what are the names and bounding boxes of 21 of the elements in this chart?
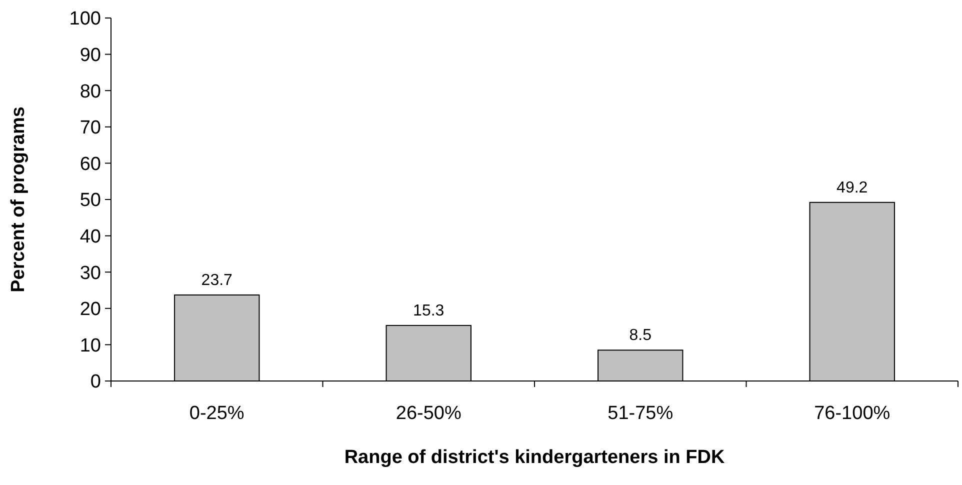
x-tick-label: 0-25% <box>189 403 244 424</box>
x-axis-title: Range of district's kindergarteners in FDK <box>344 447 725 468</box>
y-tick-label: 20 <box>80 299 101 320</box>
x-tick-label: 76-100% <box>814 403 890 424</box>
y-tick-label: 90 <box>80 44 101 66</box>
y-tick-label: 60 <box>80 154 101 175</box>
y-axis-title: Percent of programs <box>8 106 29 292</box>
y-tick-label: 80 <box>80 81 101 102</box>
data-label: 23.7 <box>201 272 233 289</box>
y-tick-label: 40 <box>80 226 101 248</box>
y-tick-label: 70 <box>80 118 101 139</box>
y-tick-label: 30 <box>80 262 101 284</box>
y-tick-label: 10 <box>80 335 101 356</box>
data-label: 49.2 <box>836 179 868 196</box>
y-tick-label: 50 <box>80 190 101 212</box>
data-label: 8.5 <box>629 327 652 344</box>
data-label: 15.3 <box>413 302 444 320</box>
y-tick-label: 100 <box>69 8 101 30</box>
x-tick-label: 26-50% <box>396 403 462 424</box>
x-tick-label: 51-75% <box>608 403 674 424</box>
y-tick-label: 0 <box>90 372 101 393</box>
